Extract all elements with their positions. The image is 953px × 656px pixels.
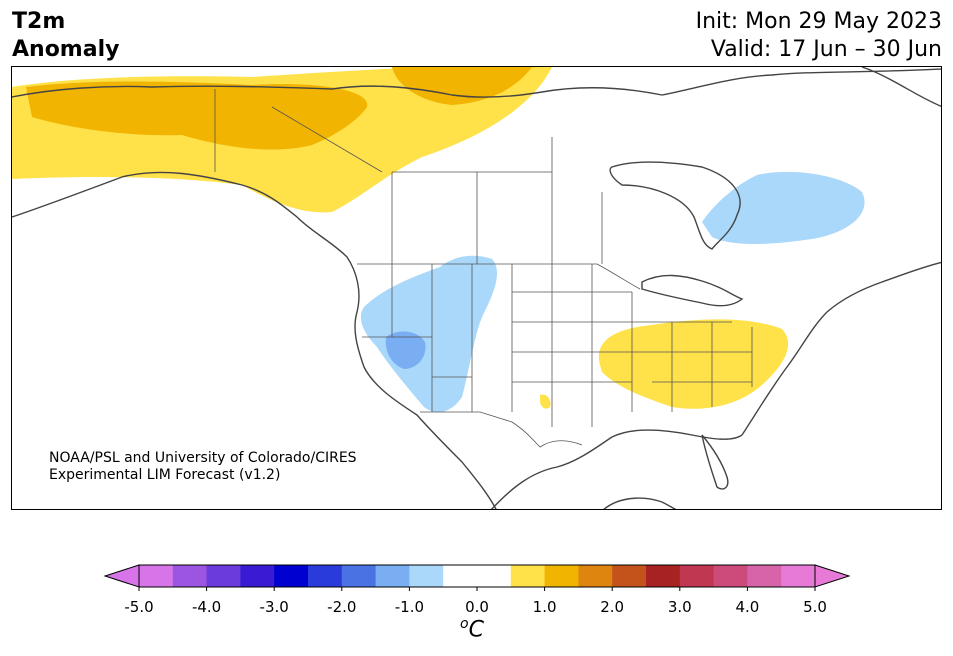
colorbar-unit: oC: [460, 616, 484, 642]
colorbar-cell: [375, 565, 410, 587]
canada-provinces: [271, 106, 603, 264]
coastlines: [12, 67, 941, 509]
cool-anomaly-west-mid: [385, 331, 426, 369]
political-boundaries: [214, 89, 753, 448]
colorbar-tick-label: 0.0: [465, 598, 489, 616]
forecast-dates: Init: Mon 29 May 2023 Valid: 17 Jun – 30…: [696, 8, 942, 64]
coastline-alaska-pacific: [12, 171, 497, 509]
colorbar-tick-label: 2.0: [600, 598, 625, 616]
colorbar-cell: [172, 565, 208, 587]
coastline-hudson-bay: [609, 161, 741, 250]
colorbar-cell: [240, 565, 275, 587]
us-states-west: [362, 264, 513, 412]
us-states-east: [632, 321, 753, 412]
colorbar-cell: [274, 565, 309, 587]
warm-anomaly-east: [598, 319, 789, 409]
coastline-greenland: [861, 67, 941, 107]
valid-range: Valid: 17 Jun – 30 Jun: [710, 37, 942, 62]
colorbar-tick-label: 1.0: [532, 598, 557, 616]
colorbar-tick-label: -3.0: [259, 598, 289, 616]
unit-celsius: C: [468, 617, 484, 643]
colorbar-tick-label: -2.0: [327, 598, 357, 616]
colorbar-cell: [206, 565, 241, 587]
colorbar-over-arrow: [814, 564, 851, 588]
map-title: T2m Anomaly: [12, 8, 119, 64]
coastline-atlantic: [741, 261, 941, 436]
warm-anomaly-arctic-strip: [392, 67, 532, 105]
init-date: Init: Mon 29 May 2023: [695, 9, 942, 34]
colorbar-ticks: [138, 587, 816, 591]
unit-degree: o: [460, 616, 469, 632]
coastline-great-lakes: [641, 274, 744, 307]
colorbar-cell: [713, 565, 748, 587]
colorbar-cell: [139, 565, 174, 587]
colorbar-cell: [747, 565, 782, 587]
warm-anomaly-north-dark: [26, 81, 368, 150]
coastline-arctic: [12, 68, 941, 98]
us-canada-border: [357, 263, 641, 290]
colorbar-cell: [781, 565, 816, 587]
colorbar-under-arrow: [103, 564, 140, 588]
us-states-central: [512, 264, 633, 427]
warm-anomaly-texas: [540, 394, 551, 409]
credit-line-1: NOAA/PSL and University of Colorado/CIRE…: [49, 450, 357, 466]
cool-anomaly-hudson: [702, 171, 865, 244]
colorbar-cell: [544, 565, 579, 587]
colorbar-cell: [341, 565, 377, 587]
colorbar-tick-label: 3.0: [667, 598, 692, 616]
title-line-1: T2m: [12, 9, 66, 34]
colorbar-cell: [308, 565, 343, 587]
coastline-yucatan: [603, 497, 677, 509]
colorbar-cell: [477, 565, 512, 587]
colorbar-cell: [443, 565, 478, 587]
us-mexico-border: [420, 411, 583, 448]
colorbar-cell: [409, 565, 444, 587]
map-canvas: [12, 67, 941, 509]
credit-line-2: Experimental LIM Forecast (v1.2): [49, 467, 281, 483]
coastline-florida: [701, 434, 729, 490]
colorbar-tick-label: -4.0: [191, 598, 222, 616]
title-line-2: Anomaly: [12, 37, 120, 62]
colorbar-tick-label: -5.0: [124, 598, 154, 616]
colorbar-cell: [612, 565, 647, 587]
cool-anomaly-west-light: [360, 255, 498, 413]
colorbar-cell: [679, 565, 715, 587]
colorbar-cell: [510, 565, 546, 587]
colorbar-tick-label: 4.0: [735, 598, 760, 616]
colorbar-tick-label: -1.0: [394, 598, 425, 616]
anomaly-map: [11, 66, 942, 510]
colorbar-cell: [578, 565, 613, 587]
colorbar-cell: [646, 565, 681, 587]
colorbar-tick-label: 5.0: [803, 598, 827, 616]
credit-text: NOAA/PSL and University of Colorado/CIRE…: [49, 450, 357, 484]
colorbar-cells: [139, 565, 816, 587]
